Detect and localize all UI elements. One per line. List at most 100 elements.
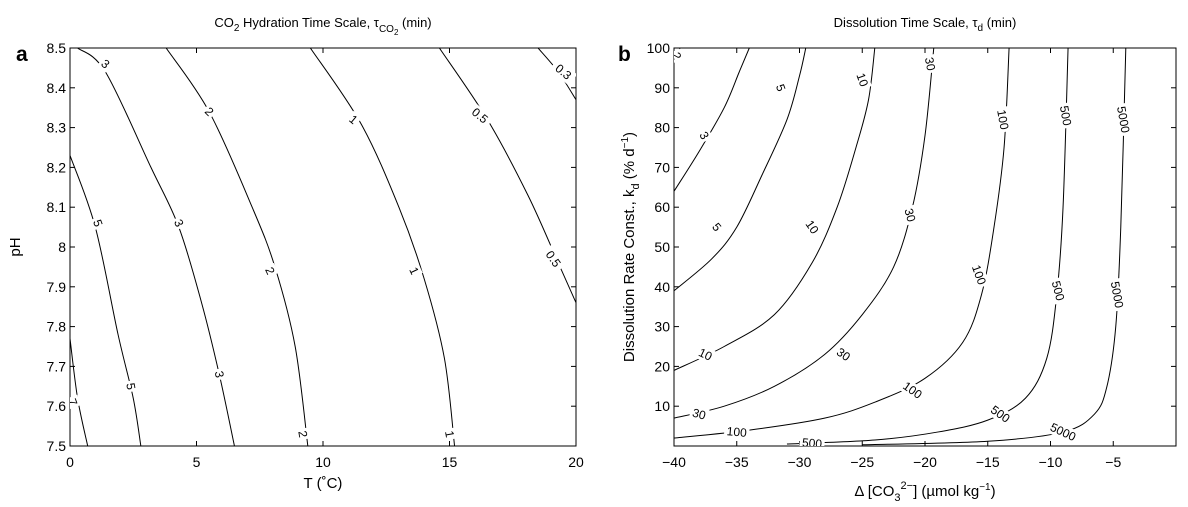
x-tick-label: −25 (850, 454, 874, 470)
x-tick-label: 0 (66, 454, 74, 470)
contour-line-500 (786, 48, 1069, 445)
contour-label-bg (986, 401, 1015, 428)
contour-label-bg (832, 343, 855, 366)
x-axis-label: Δ [CO32−] (µmol kg−1) (854, 480, 995, 504)
y-tick-label: 40 (654, 279, 670, 295)
contour-label: 1 (442, 430, 457, 439)
plot-frame (69, 47, 577, 447)
contour-label-bg (344, 110, 363, 129)
contour-label-bg (993, 106, 1012, 134)
contour-line-100 (674, 48, 1010, 439)
y-tick-label: 20 (654, 358, 670, 374)
contour-label-bg (694, 344, 717, 365)
contour-label-bg (1113, 102, 1133, 137)
contour-label: 5000 (1108, 280, 1126, 309)
contour-label-bg (688, 405, 710, 424)
contour-label: 3 (212, 370, 227, 379)
contour-label-bg (772, 80, 790, 96)
chart-title: Dissolution Time Scale, τd (min) (834, 15, 1017, 34)
contour-label: 500 (801, 435, 822, 451)
y-tick-label: 8.5 (47, 40, 67, 56)
y-tick-label: 80 (654, 120, 670, 136)
contour-label: 2 (295, 430, 310, 439)
chart-panel-b: b Dissolution Time Scale, τd (min) −40 −35 −… (618, 15, 1177, 504)
contour-label: 100 (994, 109, 1011, 131)
contour-label: 100 (726, 424, 747, 440)
y-tick-label: 60 (654, 199, 670, 215)
y-tick-label: 7.8 (47, 319, 67, 335)
contour-label: 30 (691, 406, 708, 423)
contour-group: 2355101010303030301001001001005005005005… (669, 48, 1133, 451)
contour-label-bg (465, 102, 494, 130)
contour-label-bg (540, 244, 567, 274)
contour-label: 7 (65, 397, 81, 408)
contour-label: 10 (853, 71, 871, 89)
contour-label-bg (1056, 102, 1075, 130)
contour-label: 30 (834, 345, 853, 364)
contour-label-bg (968, 260, 990, 290)
y-tick-label: 8.4 (47, 80, 67, 96)
contour-line-5 (70, 155, 142, 446)
y-tick-label: 8.1 (47, 199, 67, 215)
y-tick-label: 50 (654, 239, 670, 255)
x-tick-label: −40 (662, 454, 686, 470)
contour-label: 10 (696, 345, 714, 363)
contour-label-bg (1045, 418, 1081, 446)
y-tick-label: 10 (654, 398, 670, 414)
contour-line-30 (674, 48, 935, 419)
contour-label: 5 (123, 382, 138, 391)
x-tick-label: −15 (976, 454, 1000, 470)
contour-line-2 (165, 48, 309, 446)
y-tick-label: 30 (654, 319, 670, 335)
y-tick-label: 7.5 (47, 438, 67, 454)
contour-line-7 (70, 338, 89, 446)
x-tick-label: 10 (315, 454, 331, 470)
contour-label-bg (122, 379, 139, 393)
contour-label: 30 (922, 56, 938, 72)
contour-label: 2 (669, 50, 685, 61)
y-tick-label: 7.7 (47, 358, 67, 374)
contour-label-bg (200, 102, 218, 121)
contour-label-bg (801, 215, 823, 239)
contour-label: 100 (969, 263, 989, 287)
x-tick-label: −5 (1105, 454, 1121, 470)
x-tick-label: −10 (1039, 454, 1063, 470)
y-axis-label: pH (7, 237, 24, 256)
contour-label-bg (549, 58, 576, 86)
y-tick-label: 7.9 (47, 279, 67, 295)
x-tick-label: 5 (193, 454, 201, 470)
x-tick-label: −20 (913, 454, 937, 470)
contour-label: 5 (90, 218, 106, 229)
contour-label-bg (798, 435, 826, 446)
x-axis-label: T (˚C) (304, 475, 343, 492)
contour-label-bg (405, 262, 423, 279)
contour-label-bg (1048, 276, 1069, 305)
contour-label-bg (1107, 277, 1127, 312)
contour-label: 5 (773, 82, 789, 93)
chart-title: CO2 Hydration Time Scale, τCO2 (min) (214, 15, 431, 37)
y-tick-label: 8.3 (47, 120, 67, 136)
contour-line-10 (674, 48, 876, 371)
contour-label-bg (898, 377, 927, 404)
contour-label-bg (695, 127, 713, 144)
contour-line-3 (674, 48, 750, 192)
contour-label-bg (170, 215, 188, 232)
contour-label: 5000 (1114, 105, 1132, 134)
contour-label: 10 (802, 218, 821, 237)
panel-letter: a (16, 43, 28, 66)
y-tick-label: 7.6 (47, 398, 67, 414)
contour-label-bg (70, 394, 81, 410)
contour-label: 500 (1049, 279, 1068, 302)
y-tick-label: 70 (654, 159, 670, 175)
y-tick-label: 8 (58, 239, 66, 255)
contour-line-5 (674, 48, 807, 292)
contour-label-bg (294, 427, 311, 441)
y-axis-label: Dissolution Rate Const., kd (% d−1) (620, 132, 642, 362)
contour-label-bg (723, 424, 750, 441)
y-tick-label: 100 (647, 40, 671, 56)
x-tick-label: 20 (568, 454, 584, 470)
contour-line-1 (309, 48, 456, 446)
contour-label-bg (211, 367, 228, 381)
